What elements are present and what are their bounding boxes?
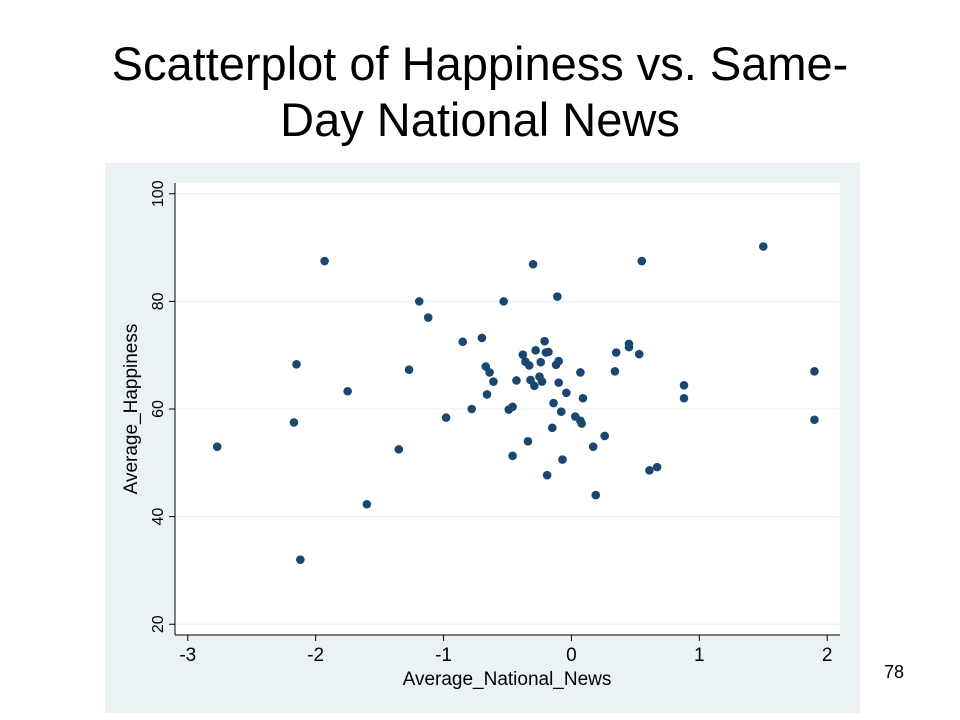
- data-point: [528, 259, 538, 269]
- data-point: [562, 388, 571, 398]
- x-axis-label: Average_National_News: [403, 669, 612, 690]
- data-point: [508, 402, 517, 412]
- data-point: [518, 350, 528, 359]
- data-point: [558, 455, 567, 464]
- data-point: [540, 336, 549, 346]
- x-tick-label: 2: [822, 645, 833, 666]
- data-point: [553, 292, 562, 301]
- data-point: [578, 393, 588, 403]
- slide-title-line-2: Day National News: [280, 93, 680, 146]
- data-point: [645, 466, 654, 475]
- data-point: [423, 313, 433, 322]
- data-point: [467, 404, 476, 414]
- data-point: [512, 376, 521, 385]
- y-tick-label: 60: [150, 400, 167, 418]
- data-point: [536, 357, 546, 367]
- data-point: [530, 381, 539, 391]
- x-tick-label: -3: [179, 645, 196, 666]
- data-point: [610, 367, 620, 376]
- data-point: [652, 462, 662, 472]
- data-point: [679, 381, 689, 390]
- data-point: [588, 442, 598, 451]
- data-point: [523, 436, 533, 446]
- data-point: [404, 365, 414, 375]
- data-point: [679, 393, 689, 403]
- data-point: [549, 398, 558, 408]
- x-tick-label: -1: [435, 645, 452, 666]
- data-point: [547, 423, 557, 433]
- slide-title: Scatterplot of Happiness vs. Same- Day N…: [0, 36, 960, 148]
- data-point: [542, 470, 552, 480]
- y-axis-ticks: 20 40 60 80 100: [150, 180, 175, 633]
- x-axis-ticks: -3 -2 -1 0 1 2: [179, 635, 833, 666]
- data-point: [212, 442, 222, 451]
- x-tick-label: 0: [566, 645, 577, 666]
- y-tick-label: 80: [150, 292, 167, 310]
- data-point: [634, 349, 644, 359]
- data-point: [531, 346, 540, 355]
- x-tick-label: 1: [694, 645, 705, 666]
- data-point: [544, 347, 553, 357]
- data-point: [758, 242, 768, 251]
- data-point: [292, 360, 301, 369]
- data-point: [508, 451, 517, 461]
- data-point: [489, 377, 498, 386]
- data-point: [320, 256, 329, 266]
- scatter-chart: 20 40 60 80 100 -3 -2 -1 0 1 2 Average_National_N…: [105, 163, 860, 713]
- page-number: 78: [883, 662, 904, 682]
- data-point: [414, 297, 424, 306]
- data-point: [499, 297, 508, 306]
- y-tick-label: 100: [150, 180, 167, 207]
- data-point: [624, 339, 634, 349]
- data-point: [600, 431, 609, 441]
- data-point: [577, 419, 586, 428]
- data-point: [289, 418, 299, 427]
- x-tick-label: -2: [307, 645, 324, 666]
- data-point: [576, 368, 585, 377]
- data-point: [524, 361, 534, 370]
- slide-title-line-1: Scatterplot of Happiness vs. Same-: [111, 37, 849, 90]
- data-point: [458, 337, 468, 347]
- data-point: [554, 378, 563, 387]
- data-point: [343, 386, 352, 396]
- data-point: [554, 356, 563, 366]
- data-point: [477, 333, 487, 343]
- y-tick-label: 20: [150, 615, 167, 633]
- data-point: [556, 407, 566, 416]
- data-point: [485, 368, 494, 377]
- data-point: [537, 377, 547, 386]
- data-point: [441, 413, 451, 422]
- data-point: [362, 499, 372, 509]
- data-point: [482, 390, 492, 399]
- data-points: [212, 242, 819, 564]
- data-point: [810, 367, 819, 376]
- data-point: [637, 256, 647, 266]
- data-point: [810, 415, 819, 425]
- data-point: [611, 348, 621, 357]
- y-tick-label: 40: [150, 508, 167, 526]
- data-point: [394, 445, 404, 454]
- data-point: [591, 490, 601, 500]
- y-axis-label: Average_Happiness: [121, 324, 142, 495]
- data-point: [296, 555, 305, 564]
